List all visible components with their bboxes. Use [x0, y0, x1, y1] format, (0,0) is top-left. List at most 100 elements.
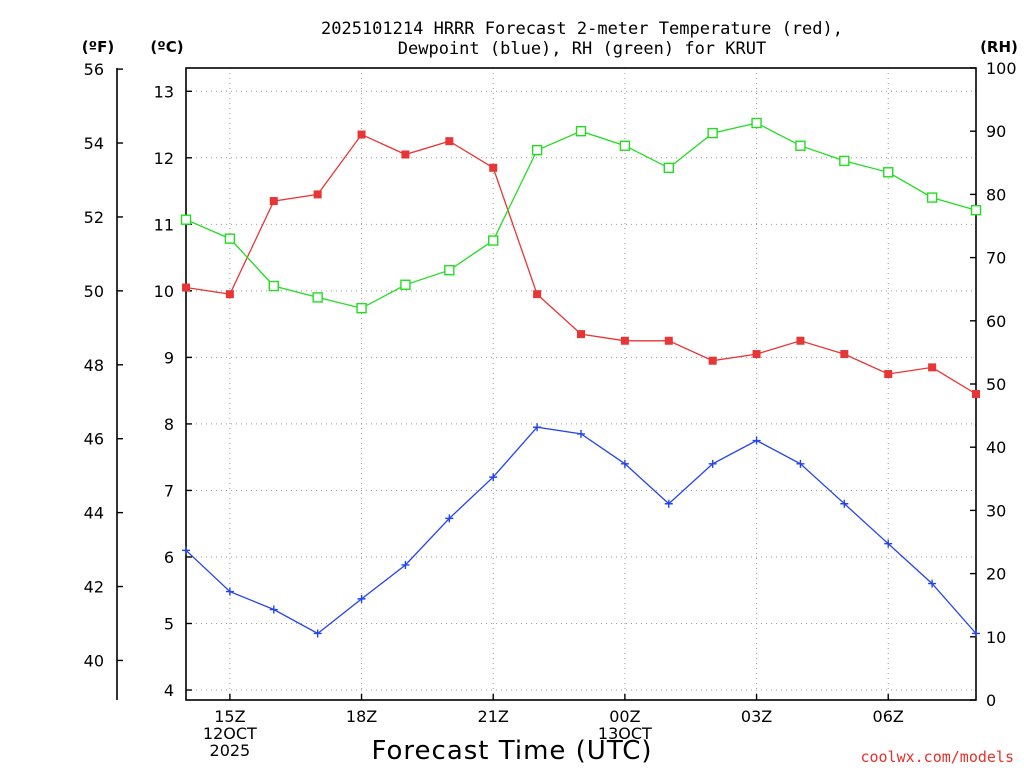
- fahrenheit-tick-label: 54: [84, 134, 104, 153]
- celsius-tick-label: 5: [164, 614, 174, 633]
- fahrenheit-tick-label: 44: [84, 504, 104, 523]
- fahrenheit-tick-label: 56: [84, 60, 104, 79]
- fahrenheit-tick-label: 52: [84, 208, 104, 227]
- dewpoint-line: [185, 426, 977, 635]
- temperature-point: [884, 370, 893, 379]
- celsius-tick-label: 4: [164, 681, 174, 700]
- fahrenheit-tick-label: 40: [84, 651, 104, 670]
- axes: 4042444648505254564567891011121301020304…: [84, 59, 1017, 760]
- x-tick-label: 21Z: [478, 707, 509, 726]
- dewpoint-point: [796, 459, 805, 468]
- relative-humidity-point: [488, 235, 499, 246]
- x-tick-label: 2025: [210, 741, 251, 760]
- rh-tick-label: 100: [986, 59, 1017, 78]
- temperature-point: [445, 137, 454, 146]
- fahrenheit-tick-label: 46: [84, 430, 104, 449]
- dewpoint-point: [752, 436, 761, 445]
- celsius-tick-label: 10: [154, 282, 174, 301]
- relative-humidity-point: [751, 117, 762, 129]
- temperature-point: [664, 336, 673, 345]
- relative-humidity-point: [268, 280, 279, 292]
- title-line-2: Dewpoint (blue), RH (green) for KRUT: [398, 39, 766, 59]
- temperature-point: [489, 163, 498, 172]
- temperature-point: [225, 290, 234, 299]
- relative-humidity-point: [312, 292, 323, 303]
- x-tick-label: 06Z: [873, 707, 904, 726]
- relative-humidity-point: [356, 302, 367, 314]
- grid-lines: [186, 68, 976, 700]
- x-tick-label: 13OCT: [598, 724, 652, 743]
- temperature-point: [708, 356, 717, 365]
- celsius-tick-label: 12: [154, 149, 174, 168]
- x-axis-label: Forecast Time (UTC): [371, 736, 652, 766]
- rh-tick-label: 50: [986, 375, 1006, 394]
- relative-humidity-point: [400, 279, 411, 290]
- dewpoint-point: [840, 499, 849, 508]
- relative-humidity-point: [795, 140, 806, 151]
- dewpoint-point: [533, 423, 542, 432]
- credit-text: coolwx.com/models: [860, 748, 1014, 766]
- relative-humidity-point: [707, 127, 718, 139]
- rh-tick-label: 0: [986, 691, 996, 710]
- relative-humidity-point: [926, 192, 938, 203]
- temperature-point: [313, 190, 322, 199]
- temperature-point: [928, 363, 937, 372]
- celsius-tick-label: 8: [164, 415, 174, 434]
- dewpoint-point: [313, 629, 322, 638]
- dewpoint-point: [357, 594, 366, 603]
- data-series: [180, 117, 982, 638]
- relative-humidity-point: [883, 167, 894, 178]
- dewpoint-point: [401, 560, 410, 569]
- rh-tick-label: 80: [986, 185, 1006, 204]
- relative-humidity-point: [663, 162, 674, 174]
- temperature-point: [182, 283, 190, 292]
- temperature-point: [401, 150, 410, 159]
- temperature-point: [752, 350, 761, 359]
- temperature-line: [185, 133, 977, 395]
- x-tick-label: 00Z: [609, 707, 640, 726]
- fahrenheit-unit-label: (ºF): [82, 38, 114, 56]
- temperature-point: [357, 130, 366, 139]
- x-tick-label: 15Z: [214, 707, 245, 726]
- relative-humidity-line: [185, 122, 977, 309]
- rh-tick-label: 30: [986, 501, 1006, 520]
- relative-humidity-point: [180, 214, 192, 225]
- temperature-point: [840, 350, 849, 359]
- rh-unit-label: (RH): [980, 38, 1018, 56]
- title-line-1: 2025101214 HRRR Forecast 2-meter Tempera…: [321, 19, 843, 39]
- x-tick-label: 03Z: [741, 707, 772, 726]
- relative-humidity-point: [839, 155, 850, 167]
- dewpoint-point: [225, 587, 234, 596]
- dewpoint-point: [884, 539, 893, 548]
- relative-humidity-point: [224, 233, 236, 244]
- dewpoint-point: [972, 629, 980, 638]
- relative-humidity-point: [970, 204, 982, 216]
- x-tick-label: 18Z: [346, 707, 377, 726]
- dewpoint-point: [708, 459, 717, 468]
- relative-humidity-point: [619, 140, 631, 151]
- plot-frame: [185, 67, 977, 701]
- rh-tick-label: 90: [986, 122, 1006, 141]
- celsius-tick-label: 13: [154, 82, 174, 101]
- relative-humidity-point: [444, 265, 455, 276]
- celsius-tick-label: 7: [164, 481, 174, 500]
- temperature-point: [577, 330, 585, 339]
- dewpoint-point: [928, 579, 937, 588]
- temperature-point: [533, 290, 542, 299]
- x-tick-label: 12OCT: [203, 724, 257, 743]
- fahrenheit-tick-label: 50: [84, 282, 104, 301]
- celsius-tick-label: 9: [164, 348, 174, 367]
- rh-tick-label: 70: [986, 249, 1006, 268]
- rh-tick-label: 20: [986, 565, 1006, 584]
- dewpoint-point: [620, 459, 629, 468]
- rh-tick-label: 40: [986, 438, 1006, 457]
- celsius-unit-label: (ºC): [150, 38, 183, 56]
- temperature-point: [796, 336, 805, 345]
- dewpoint-point: [445, 514, 454, 523]
- fahrenheit-tick-label: 48: [84, 356, 104, 375]
- relative-humidity-point: [531, 144, 543, 156]
- temperature-point: [620, 336, 629, 345]
- celsius-tick-label: 11: [154, 215, 174, 234]
- dewpoint-point: [489, 473, 498, 482]
